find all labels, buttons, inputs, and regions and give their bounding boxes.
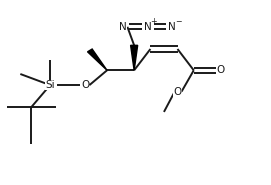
Text: O: O: [173, 87, 182, 97]
Polygon shape: [131, 45, 138, 70]
Polygon shape: [88, 49, 107, 70]
Text: O: O: [217, 65, 225, 75]
Text: N: N: [120, 22, 127, 32]
Text: N: N: [144, 22, 151, 32]
Text: N: N: [168, 22, 176, 32]
Text: Si: Si: [45, 80, 55, 90]
Text: −: −: [175, 17, 181, 26]
Text: +: +: [150, 17, 157, 26]
Text: O: O: [81, 80, 89, 90]
